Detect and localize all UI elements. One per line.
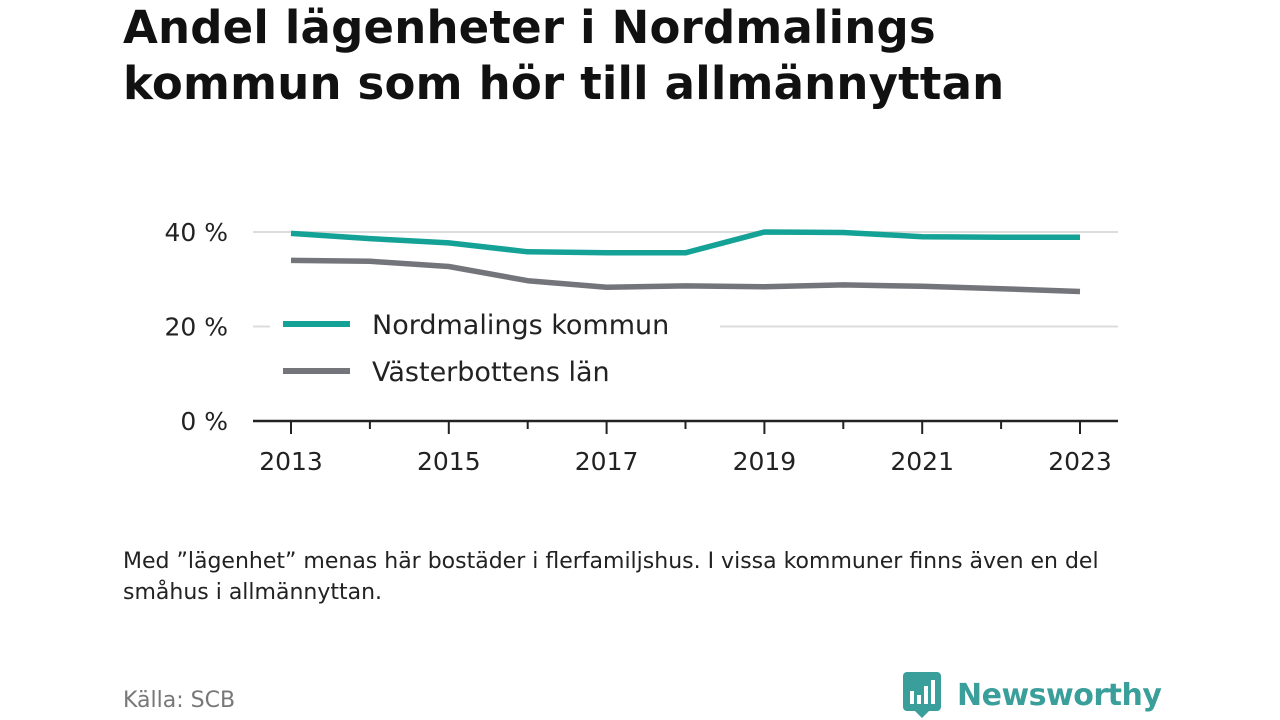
y-tick-label: 40 % <box>164 218 228 247</box>
line-chart: 0 % 20 % 40 % 2013 2015 2017 2019 2021 2023 Nordm… <box>164 218 1118 476</box>
x-tick-label: 2021 <box>890 447 954 476</box>
x-tick-label: 2015 <box>417 447 481 476</box>
series-line-2 <box>290 257 1081 295</box>
legend-label-2: Västerbottens län <box>372 357 610 388</box>
x-tick-label: 2023 <box>1048 447 1112 476</box>
legend-label-1: Nordmalings kommun <box>372 310 669 341</box>
y-tick-label: 20 % <box>164 313 228 342</box>
chart-note: Med ”lägenhet” menas här bostäder i fler… <box>123 549 1099 605</box>
x-tick-label: 2017 <box>575 447 639 476</box>
source-credit: Källa: SCB <box>123 688 236 713</box>
y-tick-label: 0 % <box>180 407 228 436</box>
x-tick-label: 2019 <box>733 447 797 476</box>
chart-legend: Nordmalings kommun Västerbottens län <box>270 302 720 393</box>
series-line-1 <box>290 229 1080 256</box>
brand-logo[interactable]: Newsworthy <box>902 670 1162 720</box>
x-tick-label: 2013 <box>259 447 323 476</box>
newsworthy-logo-icon <box>903 672 941 718</box>
chart-title: Andel lägenheter i Nordmalings kommun so… <box>123 1 1005 110</box>
brand-name: Newsworthy <box>957 677 1162 713</box>
